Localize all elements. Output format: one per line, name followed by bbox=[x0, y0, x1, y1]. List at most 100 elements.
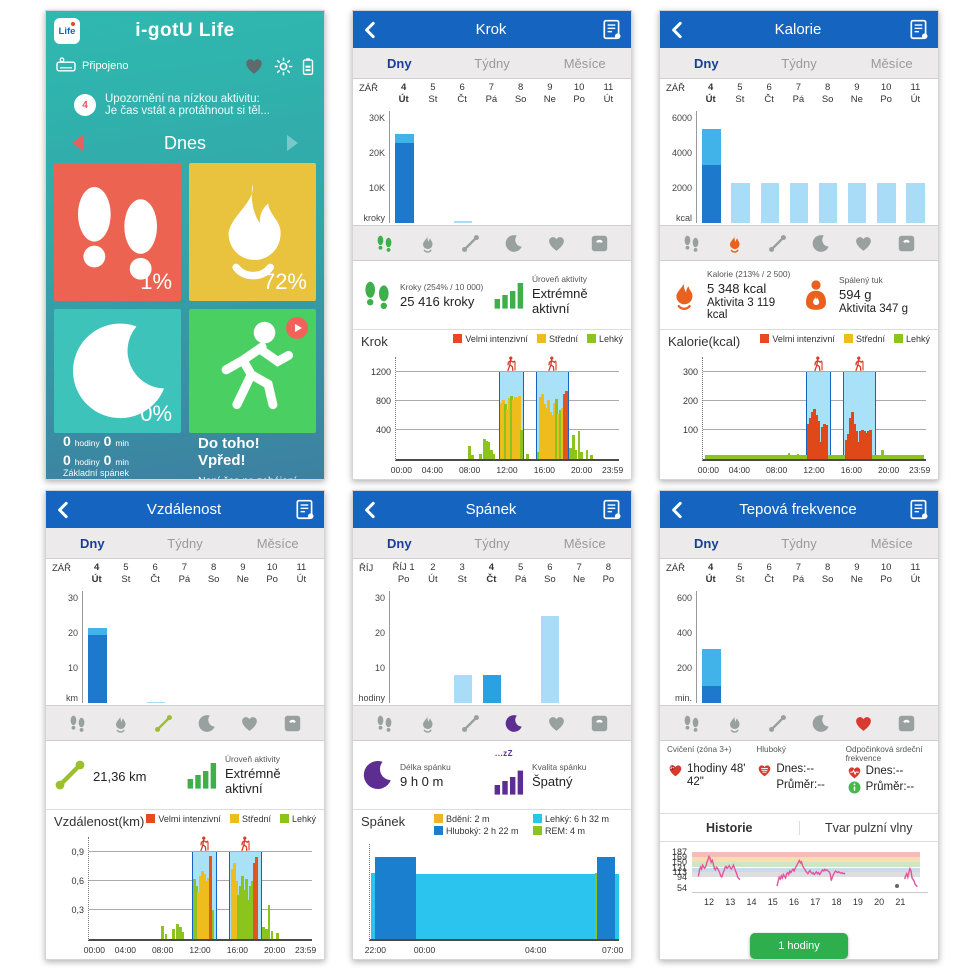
distance-tab-icon[interactable] bbox=[461, 714, 480, 733]
calories-card[interactable]: 24 kcal Aktivita 1 822 kcal Celkem(s BMR… bbox=[189, 163, 316, 363]
day-cell[interactable]: 9 Ne bbox=[850, 82, 863, 106]
tab-dny[interactable]: Dny bbox=[387, 55, 412, 71]
scale-tab-icon[interactable] bbox=[590, 234, 609, 253]
next-day-arrow[interactable] bbox=[287, 135, 298, 151]
day-cell[interactable]: 2 Út bbox=[428, 562, 438, 586]
day-cell[interactable]: 9 Ne bbox=[543, 82, 556, 106]
day-cell[interactable]: 8 So bbox=[207, 562, 220, 586]
day-cell[interactable]: 4 Čt bbox=[486, 562, 497, 586]
steps-tab-icon[interactable] bbox=[682, 234, 701, 253]
scale-tab-icon[interactable] bbox=[897, 234, 916, 253]
heart-tab-icon[interactable] bbox=[547, 714, 566, 733]
scale-tab-icon[interactable] bbox=[283, 714, 302, 733]
day-cell[interactable]: 5 St bbox=[735, 82, 745, 106]
day-cell[interactable]: 6 Čt bbox=[764, 82, 774, 106]
tab-mesice[interactable]: Měsíce bbox=[256, 535, 299, 551]
day-cell[interactable]: 8 So bbox=[821, 82, 834, 106]
day-cell[interactable]: 10 Po bbox=[880, 562, 892, 586]
sleep-tab-icon[interactable] bbox=[197, 714, 216, 733]
distance-tab-icon[interactable] bbox=[154, 714, 173, 733]
day-cell[interactable]: 4 Út bbox=[705, 82, 716, 106]
back-button[interactable] bbox=[361, 20, 381, 40]
sleep-tab-icon[interactable] bbox=[811, 234, 830, 253]
tab-dny[interactable]: Dny bbox=[694, 55, 719, 71]
day-cell[interactable]: 5 St bbox=[428, 82, 438, 106]
low-activity-notification[interactable]: 4 Upozornění na nízkou aktivitu: Je čas … bbox=[46, 81, 324, 129]
steps-tab-icon[interactable] bbox=[375, 234, 394, 253]
heart-tab-icon[interactable] bbox=[854, 234, 873, 253]
tab-tydny[interactable]: Týdny bbox=[474, 535, 510, 551]
tab-dny[interactable]: Dny bbox=[80, 535, 105, 551]
distance-tab-icon[interactable] bbox=[461, 234, 480, 253]
day-cell[interactable]: 7 Pá bbox=[792, 82, 805, 106]
day-cell[interactable]: 9 Ne bbox=[850, 562, 863, 586]
calories-tab-icon[interactable] bbox=[418, 234, 437, 253]
day-cell[interactable]: 6 Čt bbox=[764, 562, 774, 586]
day-cell[interactable]: 10 Po bbox=[266, 562, 278, 586]
tab-pulse-wave[interactable]: Tvar pulzní vlny bbox=[824, 820, 913, 835]
day-cell[interactable]: 5 St bbox=[735, 562, 745, 586]
distance-tab-icon[interactable] bbox=[768, 714, 787, 733]
info-icon[interactable] bbox=[846, 781, 863, 794]
tab-mesice[interactable]: Měsíce bbox=[870, 535, 913, 551]
day-cell[interactable]: 6 Čt bbox=[457, 82, 467, 106]
day-cell[interactable]: 5 Pá bbox=[514, 562, 527, 586]
calories-tab-icon[interactable] bbox=[725, 234, 744, 253]
report-icon[interactable] bbox=[601, 19, 623, 41]
day-cell[interactable]: 4 Út bbox=[91, 562, 102, 586]
day-cell[interactable]: 11 Út bbox=[910, 82, 921, 106]
day-cell[interactable]: 5 St bbox=[121, 562, 131, 586]
day-cell[interactable]: 7 Pá bbox=[178, 562, 191, 586]
scale-tab-icon[interactable] bbox=[897, 714, 916, 733]
day-cell[interactable]: 7 Ne bbox=[573, 562, 586, 586]
tab-tydny[interactable]: Týdny bbox=[474, 55, 510, 71]
distance-tab-icon[interactable] bbox=[768, 234, 787, 253]
back-button[interactable] bbox=[54, 500, 74, 520]
report-icon[interactable] bbox=[908, 19, 930, 41]
tab-mesice[interactable]: Měsíce bbox=[870, 55, 913, 71]
tab-tydny[interactable]: Týdny bbox=[781, 55, 817, 71]
tab-dny[interactable]: Dny bbox=[387, 535, 412, 551]
brightness-icon[interactable] bbox=[274, 57, 293, 76]
steps-card[interactable]: 110 kroky 1% bbox=[54, 163, 181, 347]
heart-icon[interactable] bbox=[243, 56, 265, 76]
day-cell[interactable]: 11 Út bbox=[603, 82, 614, 106]
report-icon[interactable] bbox=[294, 499, 316, 521]
day-cell[interactable]: 3 St bbox=[457, 562, 467, 586]
day-cell[interactable]: 6 Čt bbox=[150, 562, 160, 586]
heart-tab-icon[interactable] bbox=[240, 714, 259, 733]
day-cell[interactable]: 9 Ne bbox=[236, 562, 249, 586]
day-cell[interactable]: 7 Pá bbox=[792, 562, 805, 586]
day-cell[interactable]: 8 Po bbox=[602, 562, 615, 586]
report-icon[interactable] bbox=[601, 499, 623, 521]
sleep-tab-icon[interactable] bbox=[504, 714, 523, 733]
heart-tab-icon[interactable] bbox=[547, 234, 566, 253]
back-button[interactable] bbox=[668, 20, 688, 40]
calories-tab-icon[interactable] bbox=[725, 714, 744, 733]
tab-historie[interactable]: Historie bbox=[660, 820, 800, 835]
tab-mesice[interactable]: Měsíce bbox=[563, 535, 606, 551]
exercise-card[interactable]: Do toho! Vpřed! Není čas na zahájení vaš… bbox=[189, 309, 316, 479]
sleep-tab-icon[interactable] bbox=[811, 714, 830, 733]
day-cell[interactable]: 10 Po bbox=[573, 82, 585, 106]
prev-day-arrow[interactable] bbox=[72, 135, 83, 151]
steps-tab-icon[interactable] bbox=[375, 714, 394, 733]
day-cell[interactable]: 6 So bbox=[544, 562, 556, 586]
tab-tydny[interactable]: Týdny bbox=[167, 535, 203, 551]
steps-tab-icon[interactable] bbox=[68, 714, 87, 733]
tab-tydny[interactable]: Týdny bbox=[781, 535, 817, 551]
battery-icon[interactable] bbox=[302, 57, 314, 76]
day-cell[interactable]: 8 So bbox=[821, 562, 834, 586]
day-cell[interactable]: 8 So bbox=[514, 82, 527, 106]
calories-tab-icon[interactable] bbox=[111, 714, 130, 733]
day-cell[interactable]: ŘÍJ 1 Po bbox=[392, 562, 415, 586]
scale-tab-icon[interactable] bbox=[590, 714, 609, 733]
heart-tab-icon[interactable] bbox=[854, 714, 873, 733]
sleep-tab-icon[interactable] bbox=[504, 234, 523, 253]
day-cell[interactable]: 11 Út bbox=[296, 562, 307, 586]
report-icon[interactable] bbox=[908, 499, 930, 521]
interval-button[interactable]: 1 hodiny bbox=[750, 933, 848, 959]
back-button[interactable] bbox=[361, 500, 381, 520]
back-button[interactable] bbox=[668, 500, 688, 520]
tab-dny[interactable]: Dny bbox=[694, 535, 719, 551]
